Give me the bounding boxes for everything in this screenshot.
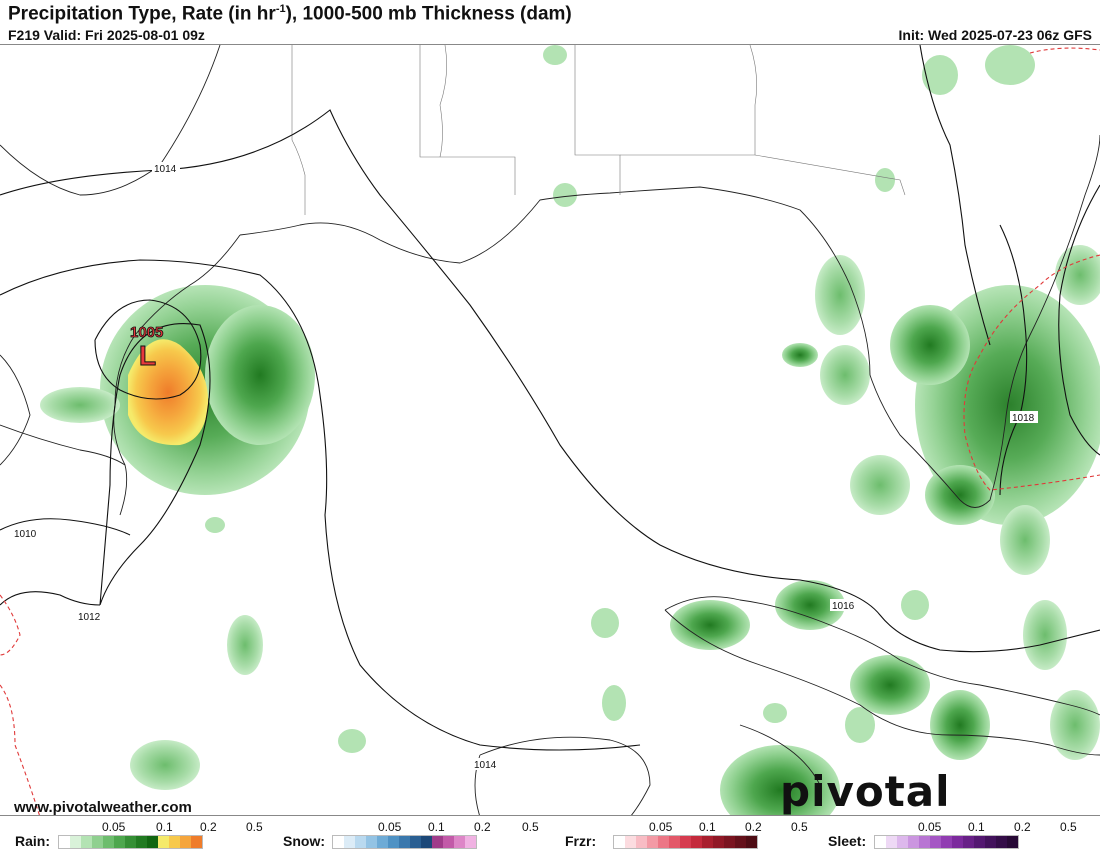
legend-swatch [465, 836, 476, 848]
legend-swatch [355, 836, 366, 848]
legend-frzr-label: Frzr: [565, 833, 597, 849]
precip-area-west [40, 285, 626, 790]
legend-sleet-swatches [874, 835, 1019, 849]
legend-swatch [647, 836, 658, 848]
legend-swatch [996, 836, 1007, 848]
legend-swatch [180, 836, 191, 848]
isobar-label: 1014 [474, 760, 497, 771]
precip-legend: Rain: 0.05 0.1 0.2 0.5 Snow: 0.05 0.1 0.… [0, 816, 1100, 850]
legend-swatch [377, 836, 388, 848]
legend-swatch [333, 836, 344, 848]
init-time: Init: Wed 2025-07-23 06z GFS [898, 27, 1092, 43]
legend-swatch [366, 836, 377, 848]
legend-swatch [454, 836, 465, 848]
legend-swatch [941, 836, 952, 848]
legend-snow-swatches [332, 835, 477, 849]
site-url[interactable]: www.pivotalweather.com [14, 799, 192, 816]
legend-swatch [169, 836, 180, 848]
state-borders [291, 45, 906, 215]
legend-swatch [81, 836, 92, 848]
legend-swatch [713, 836, 724, 848]
legend-swatch [669, 836, 680, 848]
legend-swatch [344, 836, 355, 848]
legend-swatch [421, 836, 432, 848]
isobar-label: 1018 [1012, 413, 1035, 424]
brand-logo: pivotal weather [780, 767, 951, 816]
legend-swatch [103, 836, 114, 848]
legend-swatch [399, 836, 410, 848]
legend-swatch [985, 836, 996, 848]
legend-swatch [680, 836, 691, 848]
low-pressure-marker[interactable]: 1005 L [130, 324, 164, 372]
legend-swatch [691, 836, 702, 848]
legend-swatch [92, 836, 103, 848]
thickness-contours [0, 47, 1100, 815]
valid-time: F219 Valid: Fri 2025-08-01 09z [8, 27, 205, 43]
legend-swatch [974, 836, 985, 848]
legend-rain-label: Rain: [15, 833, 50, 849]
legend-swatch [963, 836, 974, 848]
legend-swatch [930, 836, 941, 848]
legend-snow-label: Snow: [283, 833, 325, 849]
legend-swatch [908, 836, 919, 848]
legend-swatch [158, 836, 169, 848]
legend-swatch [136, 836, 147, 848]
legend-swatch [191, 836, 202, 848]
map-header: Precipitation Type, Rate (in hr-1), 1000… [0, 0, 1100, 44]
legend-swatch [1007, 836, 1018, 848]
isobar-label: 1010 [14, 529, 37, 540]
legend-rain-swatches [58, 835, 203, 849]
weather-map[interactable]: 1014 1010 1012 1014 1016 1018 1005 L www… [0, 44, 1100, 816]
isobars [0, 45, 1100, 751]
coastlines [0, 45, 1100, 815]
legend-swatch [658, 836, 669, 848]
legend-swatch [897, 836, 908, 848]
precip-area-south [591, 580, 1100, 815]
isobar-label: 1014 [154, 164, 177, 175]
legend-swatch [625, 836, 636, 848]
legend-frzr-swatches [613, 835, 758, 849]
map-title: Precipitation Type, Rate (in hr-1), 1000… [8, 3, 572, 25]
legend-swatch [919, 836, 930, 848]
legend-sleet-label: Sleet: [828, 833, 867, 849]
legend-swatch [59, 836, 70, 848]
legend-swatch [410, 836, 421, 848]
isobar-label: 1012 [78, 612, 101, 623]
isobar-label-group: 1014 1010 1012 1014 1016 1018 [12, 162, 1038, 771]
legend-swatch [114, 836, 125, 848]
low-pressure-symbol: L [139, 340, 156, 371]
legend-swatch [432, 836, 443, 848]
legend-swatch [724, 836, 735, 848]
legend-swatch [443, 836, 454, 848]
legend-swatch [70, 836, 81, 848]
legend-swatch [147, 836, 158, 848]
legend-swatch [702, 836, 713, 848]
legend-swatch [875, 836, 886, 848]
low-pressure-value: 1005 [130, 324, 163, 341]
legend-swatch [614, 836, 625, 848]
legend-swatch [125, 836, 136, 848]
legend-swatch [735, 836, 746, 848]
precip-area-east [543, 45, 1100, 575]
legend-swatch [746, 836, 757, 848]
legend-swatch [886, 836, 897, 848]
legend-swatch [952, 836, 963, 848]
legend-swatch [636, 836, 647, 848]
map-canvas: 1014 1010 1012 1014 1016 1018 1005 L [0, 45, 1100, 815]
isobar-label: 1016 [832, 601, 855, 612]
legend-swatch [388, 836, 399, 848]
